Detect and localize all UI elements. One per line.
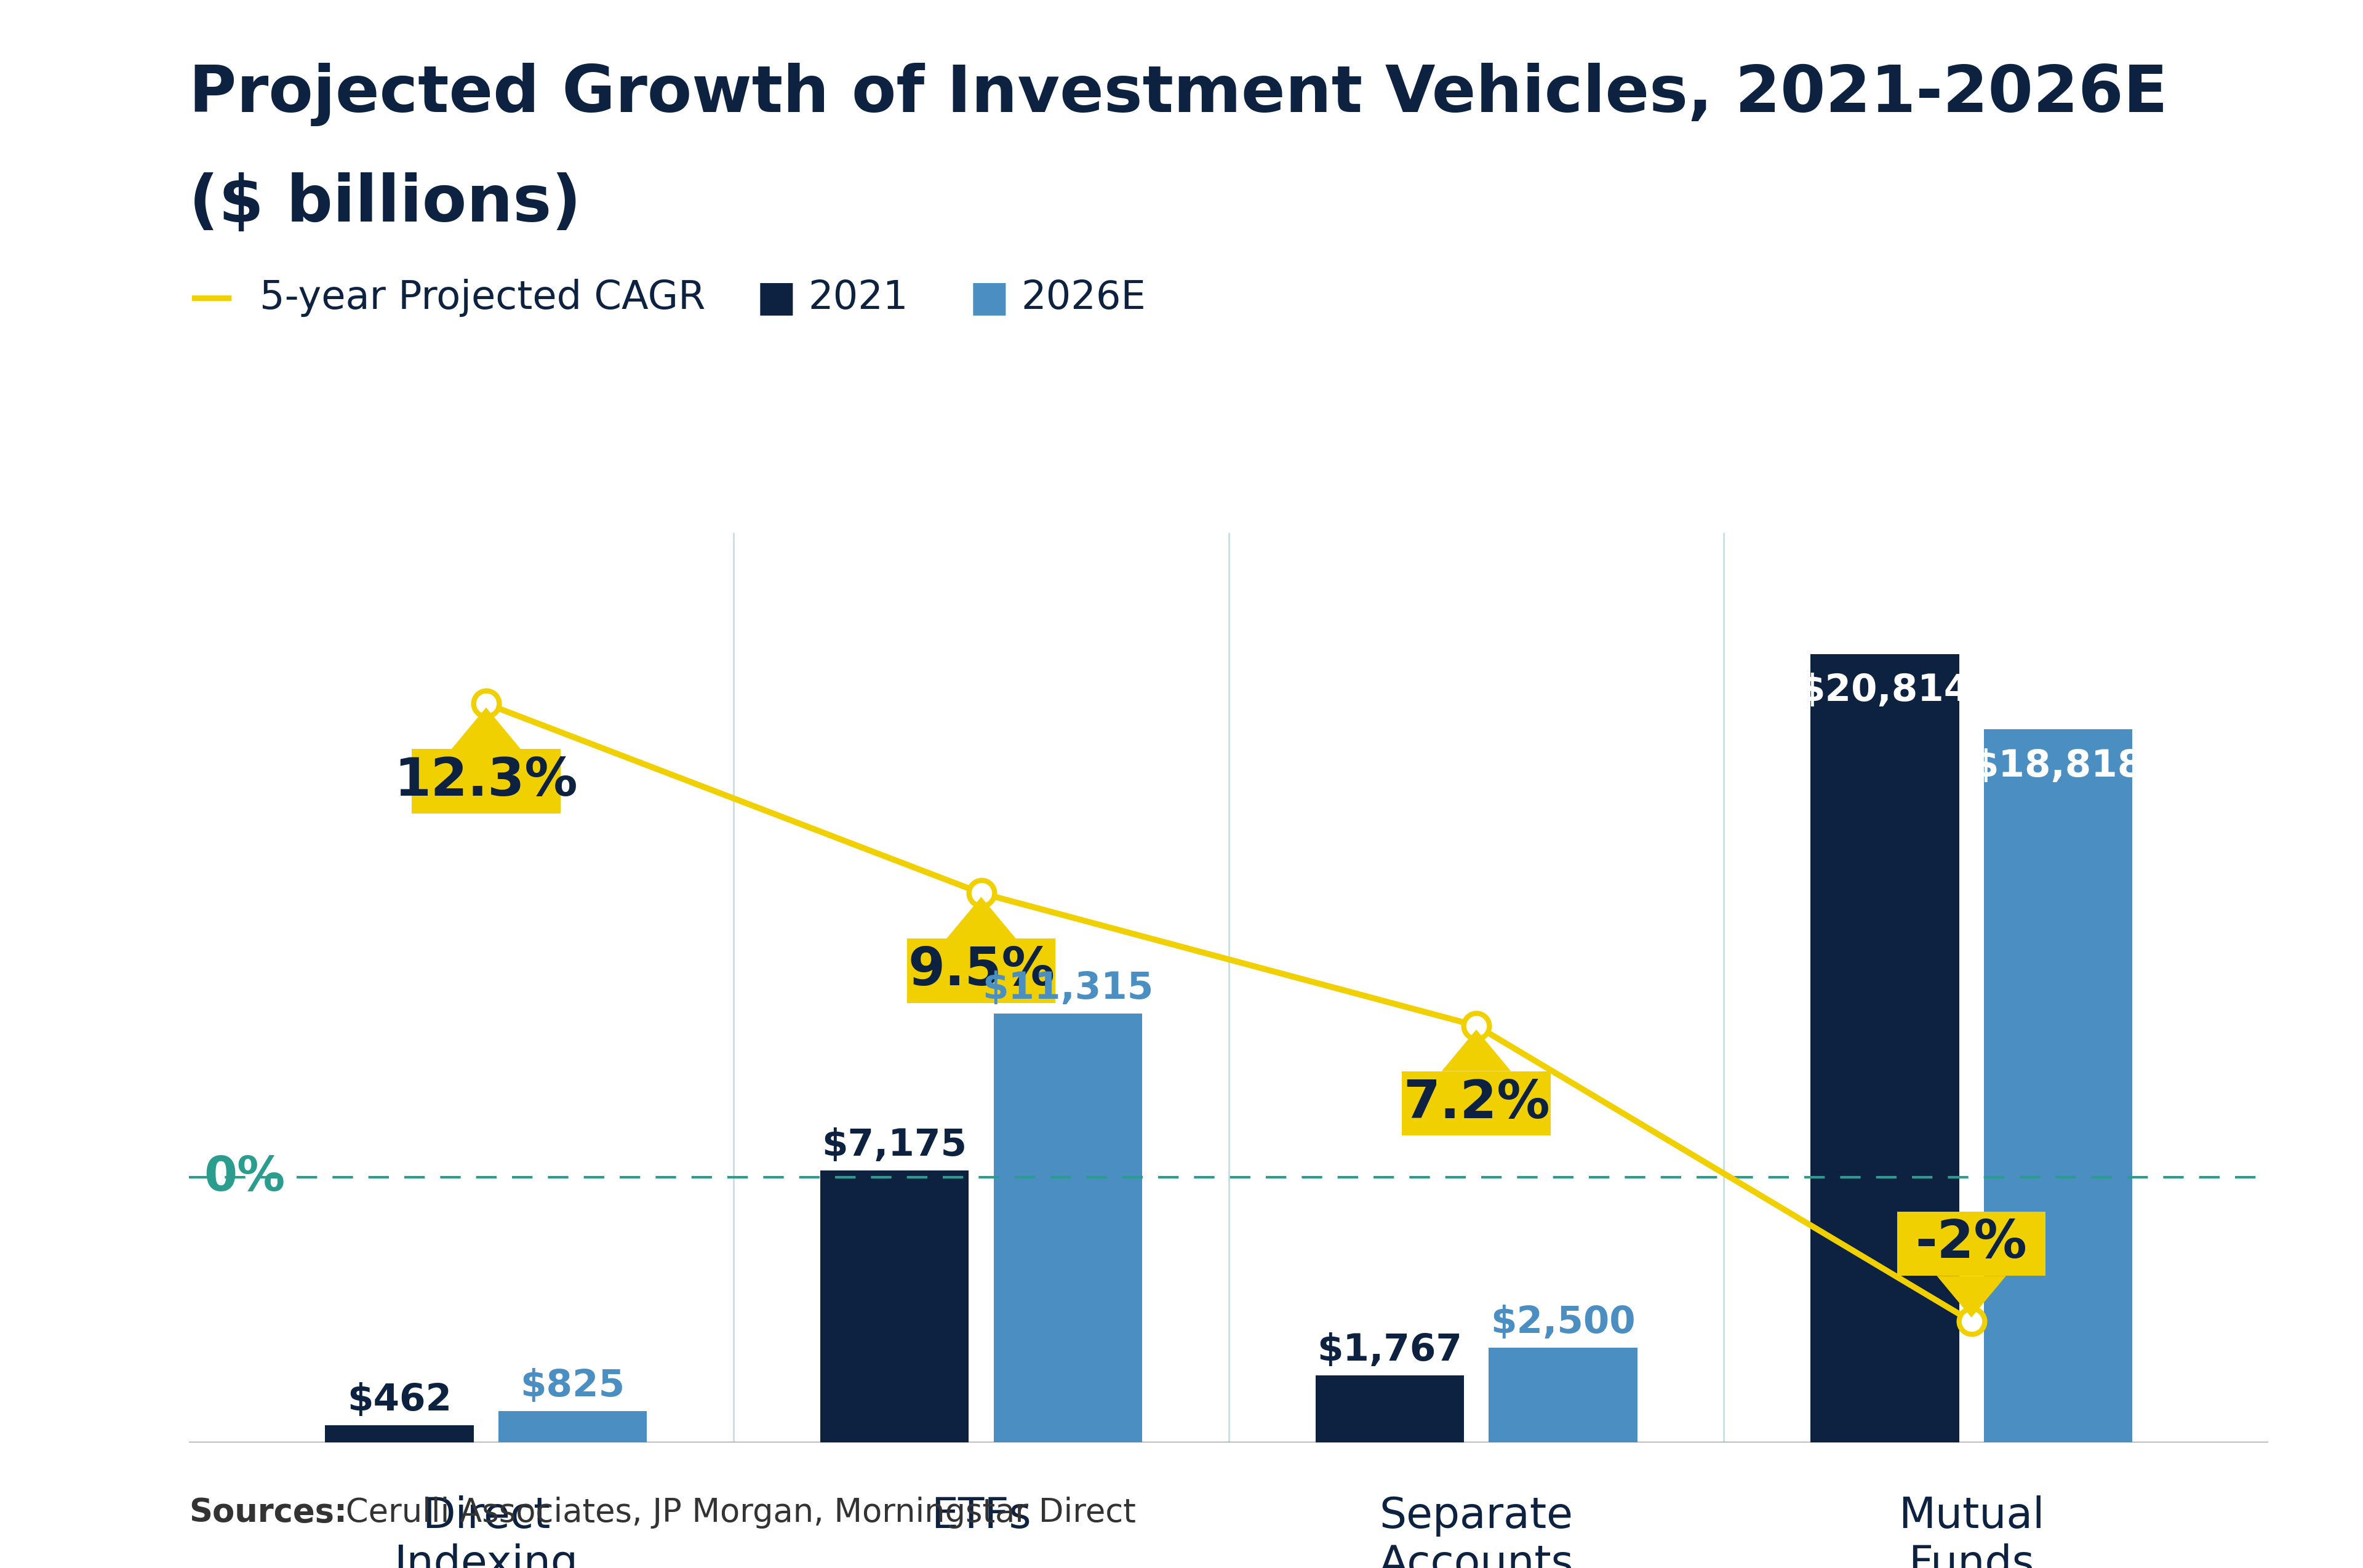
Text: $7,175: $7,175 (822, 1127, 966, 1163)
Text: $1,767: $1,767 (1316, 1333, 1463, 1369)
Text: Separate
Accounts: Separate Accounts (1380, 1496, 1574, 1568)
Bar (992, 1014, 1141, 1443)
Bar (1489, 1348, 1638, 1443)
Bar (820, 1171, 969, 1443)
Polygon shape (451, 707, 520, 750)
Text: $18,818: $18,818 (1973, 748, 2143, 784)
Text: $11,315: $11,315 (983, 971, 1153, 1007)
Text: 2026E: 2026E (1021, 279, 1146, 317)
Text: $462: $462 (347, 1381, 451, 1417)
Text: 0%: 0% (203, 1154, 286, 1201)
Text: 9.5%: 9.5% (907, 946, 1054, 996)
FancyBboxPatch shape (907, 939, 1056, 1004)
Bar (1985, 729, 2131, 1443)
Text: Direct
Indexing: Direct Indexing (395, 1496, 579, 1568)
Bar (1316, 1375, 1465, 1443)
Text: ■: ■ (756, 278, 796, 318)
Text: 5-year Projected CAGR: 5-year Projected CAGR (260, 279, 707, 317)
Text: $20,814: $20,814 (1798, 673, 1971, 709)
Text: $825: $825 (520, 1369, 626, 1405)
Text: ETFs: ETFs (931, 1496, 1030, 1537)
Bar (326, 1425, 473, 1443)
Text: Mutual
Funds: Mutual Funds (1897, 1496, 2044, 1568)
Bar (499, 1411, 647, 1443)
FancyBboxPatch shape (1897, 1212, 2046, 1276)
Text: —: — (189, 276, 234, 320)
Text: Projected Growth of Investment Vehicles, 2021-2026E: Projected Growth of Investment Vehicles,… (189, 63, 2167, 125)
FancyBboxPatch shape (411, 750, 560, 814)
Text: 12.3%: 12.3% (395, 756, 579, 808)
Text: -2%: -2% (1916, 1218, 2027, 1269)
Text: 2021: 2021 (808, 279, 907, 317)
Text: Cerulli Associates, JP Morgan, Morningstar Direct: Cerulli Associates, JP Morgan, Morningst… (336, 1497, 1137, 1529)
FancyBboxPatch shape (1401, 1071, 1550, 1135)
Text: Sources:: Sources: (189, 1497, 347, 1529)
Text: 7.2%: 7.2% (1404, 1077, 1550, 1129)
Polygon shape (1441, 1030, 1510, 1071)
Text: ■: ■ (969, 278, 1009, 318)
Polygon shape (1938, 1276, 2006, 1317)
Text: ($ billions): ($ billions) (189, 172, 581, 235)
Polygon shape (948, 897, 1016, 939)
Text: $2,500: $2,500 (1491, 1305, 1635, 1341)
Bar (1810, 654, 1959, 1443)
